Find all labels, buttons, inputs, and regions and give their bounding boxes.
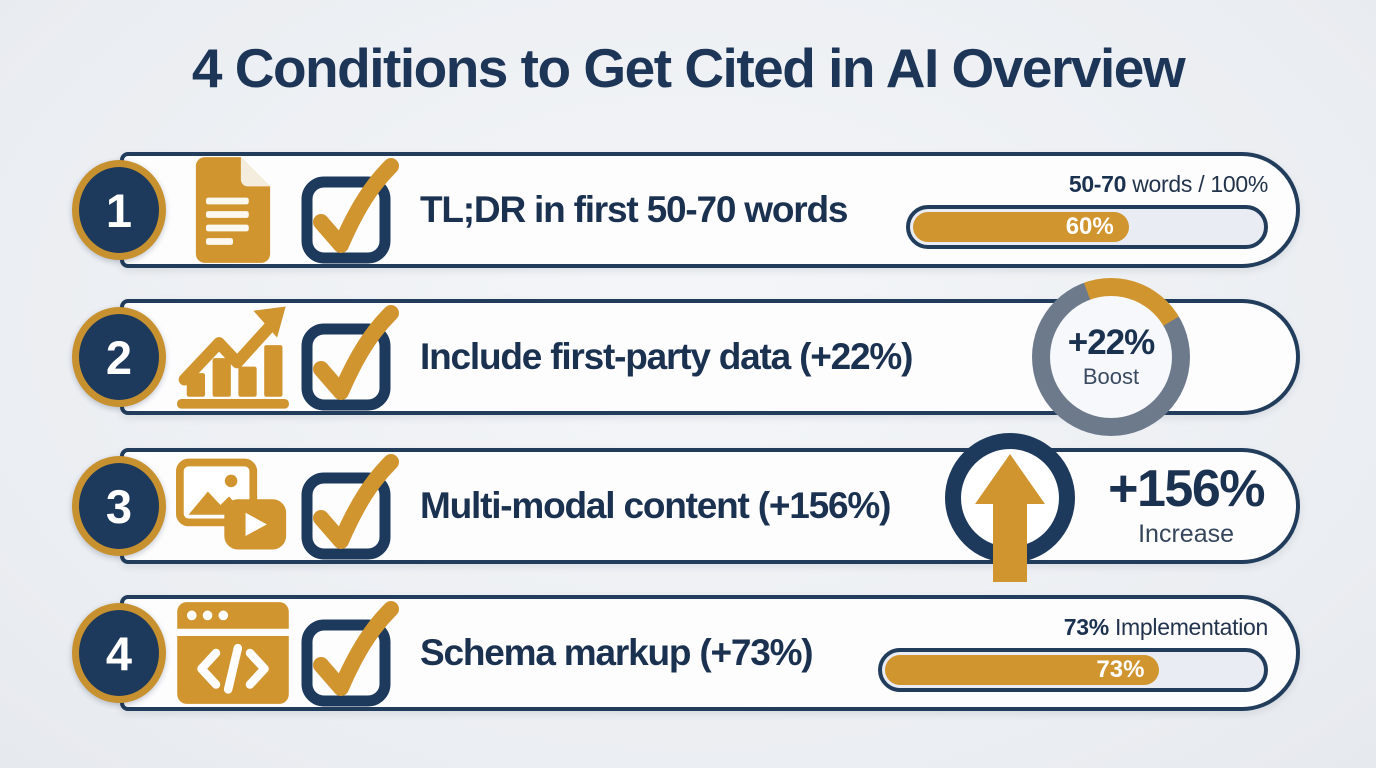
donut-chart: +22% Boost <box>1032 278 1190 436</box>
condition-label: Multi-modal content (+156%) <box>420 485 891 526</box>
step-2-badge: 2 <box>72 307 166 407</box>
progress-value: 73% <box>1096 656 1145 683</box>
progress-value: 60% <box>1065 213 1114 240</box>
checkbox-checked-icon <box>298 598 402 708</box>
step-3-badge: 3 <box>72 456 166 556</box>
progress-fill: 60% <box>913 212 1129 242</box>
progress-caption-strong: 73% <box>1063 614 1109 640</box>
donut-value: +22% <box>1067 322 1155 362</box>
progress-caption-rest: Implementation <box>1108 614 1268 640</box>
condition-label: Include first-party data (+22%) <box>420 336 913 377</box>
progress-caption: 50-70 words / 100% <box>906 171 1268 198</box>
progress-track: 73% <box>878 648 1268 692</box>
arrow-stat: +156% Increase <box>942 430 1265 582</box>
arrow-value: +156% <box>1108 460 1265 518</box>
step-number: 3 <box>105 479 133 533</box>
progress-stat: 73% Implementation 73% <box>878 614 1268 692</box>
arrow-caption: Increase <box>1138 520 1234 548</box>
checkbox-checked-icon <box>298 302 402 412</box>
condition-row-3: 3 Multi-modal content (+156%) <box>72 433 1300 582</box>
multimedia-icon <box>176 452 290 560</box>
step-1-badge: 1 <box>72 160 166 260</box>
condition-row-2: 2 Include first-party data (+22%) +22% <box>72 278 1300 436</box>
condition-row-1: 1 TL;DR in first 50-70 words 50-70 words… <box>72 152 1300 268</box>
arrow-text: +156% Increase <box>1108 460 1265 549</box>
checkbox-checked-icon <box>298 451 402 561</box>
condition-row-4: 4 Schema markup (+73%) 73% Implementatio… <box>72 595 1300 711</box>
step-number: 2 <box>105 330 133 384</box>
code-window-icon <box>176 599 290 707</box>
progress-stat: 50-70 words / 100% 60% <box>906 171 1268 249</box>
page-title: 4 Conditions to Get Cited in AI Overview <box>191 37 1186 99</box>
growth-chart-icon <box>176 303 290 411</box>
progress-caption-strong: 50-70 <box>1068 171 1127 197</box>
checkbox-checked-icon <box>298 155 402 265</box>
donut-hole: +22% Boost <box>1050 296 1172 418</box>
step-number: 1 <box>105 183 133 237</box>
step-4-badge: 4 <box>72 603 166 703</box>
step-number: 4 <box>105 626 133 680</box>
progress-fill: 73% <box>885 655 1160 685</box>
progress-track: 60% <box>906 205 1268 249</box>
document-icon <box>176 156 290 264</box>
condition-label: Schema markup (+73%) <box>420 632 814 673</box>
condition-label: TL;DR in first 50-70 words <box>420 189 848 230</box>
up-arrow-icon <box>945 433 1076 582</box>
progress-caption: 73% Implementation <box>878 614 1269 641</box>
progress-caption-rest: words / 100% <box>1126 171 1268 197</box>
donut-caption: Boost <box>1082 363 1140 389</box>
